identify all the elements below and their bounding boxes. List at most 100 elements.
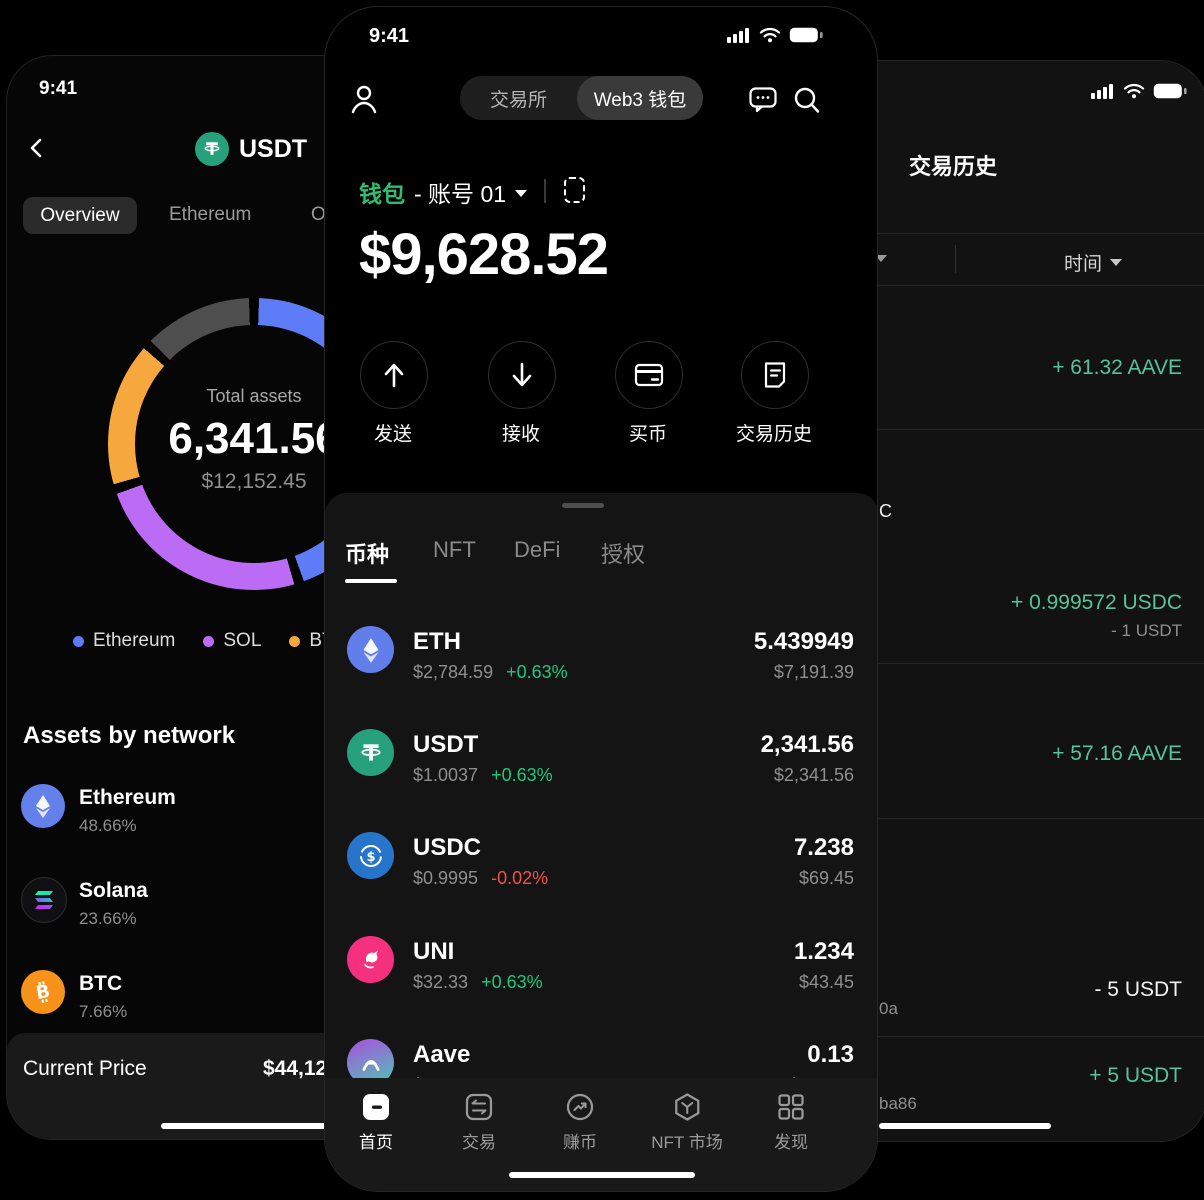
token-amount: 5.439949 bbox=[753, 628, 854, 655]
tx-divider bbox=[759, 663, 1204, 664]
nav-nft-market[interactable]: NFT 市场 bbox=[651, 1092, 723, 1153]
send-label: 发送 bbox=[373, 424, 413, 445]
donut-subvalue: $12,152.45 bbox=[201, 470, 307, 493]
token-value: $69.45 bbox=[798, 868, 854, 888]
token-row-usdt[interactable]: USDT $1.0037 +0.63% 2,341.56 $2,341.56 bbox=[325, 729, 877, 799]
uni-icon bbox=[347, 936, 394, 983]
btc-network-icon: B bbox=[21, 970, 65, 1014]
segment-web3-wallet[interactable]: Web3 钱包 bbox=[577, 76, 703, 120]
sheet-handle[interactable] bbox=[562, 503, 604, 508]
home-indicator[interactable] bbox=[161, 1123, 361, 1129]
chat-button[interactable] bbox=[749, 87, 777, 113]
nav-nft-label: NFT 市场 bbox=[651, 1133, 723, 1152]
tab-overview-label: Overview bbox=[40, 204, 120, 226]
document-icon bbox=[764, 362, 786, 388]
account-selector[interactable]: 钱包 - 账号 01 bbox=[359, 175, 528, 209]
network-row-ethereum[interactable]: Ethereum 48.66% bbox=[21, 784, 401, 844]
network-percent: 23.66% bbox=[79, 909, 137, 928]
nav-discover[interactable]: 发现 bbox=[774, 1092, 808, 1153]
tx-divider bbox=[759, 429, 1204, 430]
legend-dot-sol bbox=[203, 635, 215, 647]
search-button[interactable] bbox=[793, 86, 820, 114]
tx-amount[interactable]: + 57.16 AAVE bbox=[1052, 742, 1182, 765]
search-icon bbox=[794, 87, 820, 113]
history-button[interactable] bbox=[741, 341, 809, 409]
token-row-uni[interactable]: UNI $32.33 +0.63% 1.234 $43.45 bbox=[325, 936, 877, 1006]
receive-button[interactable] bbox=[488, 341, 556, 409]
network-percent: 48.66% bbox=[79, 816, 137, 835]
send-button[interactable] bbox=[360, 341, 428, 409]
tx-amount[interactable]: - 5 USDT bbox=[1094, 978, 1182, 1001]
person-icon bbox=[351, 85, 377, 114]
legend-label: Ethereum bbox=[93, 630, 176, 651]
wallet-balance: $9,628.52 bbox=[359, 222, 609, 287]
tab-ethereum[interactable]: Ethereum bbox=[169, 204, 251, 226]
network-name: Ethereum bbox=[79, 786, 176, 809]
bottom-sheet: 币种 NFT DeFi 授权 bbox=[325, 493, 877, 1191]
network-row-solana[interactable]: Solana 23.66% bbox=[21, 877, 401, 937]
segment-exchange[interactable]: 交易所 bbox=[460, 76, 577, 120]
tx-left-partial: C bbox=[879, 501, 892, 521]
legend-item: Ethereum bbox=[73, 630, 175, 652]
tab-next-label: O bbox=[311, 204, 326, 225]
tx-amount[interactable]: + 0.999572 USDC bbox=[1010, 591, 1182, 614]
chat-icon bbox=[749, 87, 777, 113]
token-amount: 1.234 bbox=[793, 938, 854, 965]
center-phone: 9:41 交易所 Web3 钱包 bbox=[324, 6, 878, 1192]
status-icons bbox=[727, 27, 823, 43]
nav-home-label: 首页 bbox=[359, 1133, 393, 1152]
signal-icon bbox=[727, 28, 749, 43]
home-indicator[interactable] bbox=[509, 1172, 695, 1178]
nav-trade[interactable]: 交易 bbox=[462, 1092, 496, 1153]
token-row-usdc[interactable]: $ USDC $0.9995 -0.02% 7.238 $69.45 bbox=[325, 832, 877, 902]
token-value: $2,341.56 bbox=[773, 765, 854, 785]
chart-legend: Ethereum SOL BTC bbox=[73, 630, 347, 652]
usdc-icon: $ bbox=[347, 832, 394, 879]
tab-coins[interactable]: 币种 bbox=[345, 537, 389, 569]
token-price: $2,784.59 bbox=[413, 662, 494, 682]
tab-next-partial[interactable]: O bbox=[311, 204, 326, 226]
ethereum-network-icon bbox=[21, 784, 65, 828]
account-dropdown-icon bbox=[515, 190, 528, 197]
network-name: Solana bbox=[79, 879, 148, 902]
back-chevron-icon bbox=[30, 138, 42, 158]
buy-crypto-button[interactable] bbox=[615, 341, 683, 409]
tx-amount[interactable]: + 5 USDT bbox=[1089, 1064, 1182, 1087]
wifi-icon bbox=[759, 27, 781, 43]
donut-title: Total assets bbox=[206, 386, 302, 406]
token-change: +0.63% bbox=[506, 662, 568, 682]
account-label: - 账号 01 bbox=[414, 181, 507, 207]
back-button[interactable] bbox=[25, 134, 49, 162]
donut-value: 6,341.56 bbox=[168, 414, 340, 463]
history-label: 交易历史 bbox=[735, 424, 813, 445]
sort-by-time[interactable]: 时间 bbox=[1064, 249, 1123, 276]
home-indicator[interactable] bbox=[879, 1123, 1051, 1129]
token-price-line: $0.9995 -0.02% bbox=[413, 868, 548, 889]
nft-market-icon bbox=[674, 1093, 700, 1121]
assets-by-network-heading: Assets by network bbox=[23, 722, 236, 749]
token-price-line: $2,784.59 +0.63% bbox=[413, 662, 568, 683]
tx-amount[interactable]: + 61.32 AAVE bbox=[1052, 356, 1182, 379]
nav-earn[interactable]: 赚币 bbox=[563, 1092, 597, 1153]
active-tab-underline bbox=[345, 579, 397, 583]
token-price: $32.33 bbox=[413, 972, 469, 992]
sort-label: 时间 bbox=[1064, 254, 1103, 275]
tab-approvals[interactable]: 授权 bbox=[601, 537, 645, 569]
tab-approvals-label: 授权 bbox=[601, 542, 646, 567]
legend-item: SOL bbox=[203, 630, 261, 652]
tab-nft[interactable]: NFT bbox=[433, 537, 476, 563]
dropdown-arrow-partial[interactable] bbox=[875, 255, 887, 262]
token-header: USDT bbox=[195, 132, 307, 166]
legend-dot-ethereum bbox=[73, 635, 84, 647]
profile-button[interactable] bbox=[349, 83, 379, 115]
network-row-btc[interactable]: B BTC 7.66% bbox=[21, 970, 401, 1030]
token-amount: 7.238 bbox=[793, 834, 854, 861]
token-row-eth[interactable]: ETH $2,784.59 +0.63% 5.439949 $7,191.39 bbox=[325, 626, 877, 696]
current-price-value: $44,12 bbox=[263, 1057, 328, 1080]
nav-home[interactable]: 首页 bbox=[359, 1092, 393, 1153]
tab-overview[interactable]: Overview bbox=[23, 197, 137, 234]
tx-sub-amount: - 1 USDT bbox=[1111, 621, 1182, 640]
solana-network-icon bbox=[21, 877, 67, 923]
scan-button[interactable] bbox=[564, 177, 585, 203]
tab-defi[interactable]: DeFi bbox=[514, 537, 560, 563]
